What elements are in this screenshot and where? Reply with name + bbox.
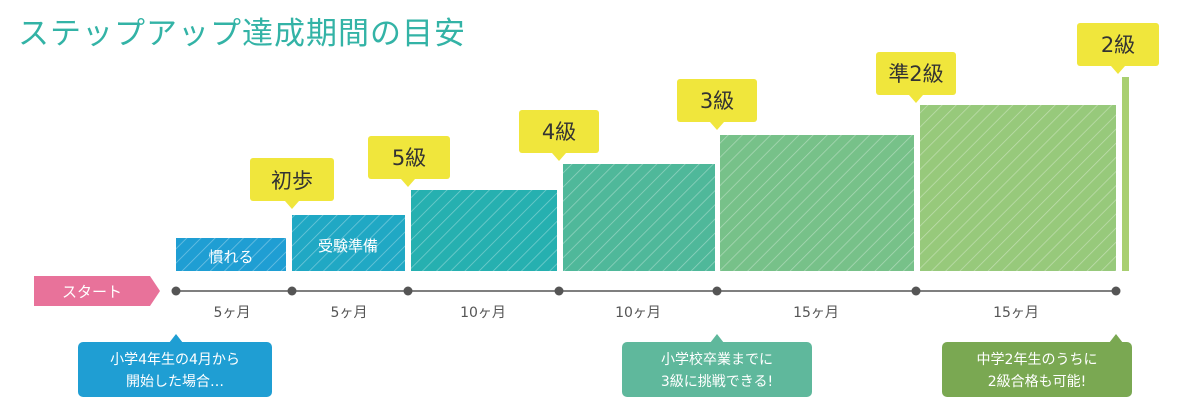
step-bar-5 [720,135,914,271]
duration-6: 15ヶ月 [993,305,1039,321]
step-bar-6 [920,105,1116,271]
duration-3: 10ヶ月 [460,305,506,321]
badge-jun2kyu: 準2級 [876,52,956,103]
note-3kyu-line1: 小学校卒業までに [661,351,773,368]
duration-5: 15ヶ月 [793,305,839,321]
note-start-line2: 開始した場合… [126,374,224,390]
badge-text-4kyu: 4級 [542,120,576,144]
badge-2kyu: 2級 [1077,23,1159,74]
start-tag: スタート [34,276,160,306]
timeline-node [1111,286,1121,296]
duration-1: 5ヶ月 [214,305,251,321]
timeline [171,286,1121,296]
timeline-node [171,286,181,296]
step-bar-4 [563,164,715,271]
step-bar-2: 受験準備 [292,215,405,271]
note-3kyu: 小学校卒業までに 3級に挑戦できる! [622,334,812,397]
badge-5kyu: 5級 [368,136,450,187]
badge-text-jun2kyu: 準2級 [888,62,943,86]
badge-shoho: 初歩 [250,158,334,209]
duration-4: 10ヶ月 [615,305,661,321]
timeline-node [712,286,722,296]
note-start-line1: 小学4年生の4月から [110,352,240,368]
step-bar-7 [1122,77,1129,271]
note-2kyu: 中学2年生のうちに 2級合格も可能! [942,334,1132,397]
badge-text-shoho: 初歩 [271,169,313,193]
badge-text-5kyu: 5級 [392,146,426,170]
start-label: スタート [62,283,122,301]
page-title: ステップアップ達成期間の目安 [18,16,466,52]
note-start: 小学4年生の4月から 開始した場合… [78,334,272,397]
note-2kyu-line2: 2級合格も可能! [988,374,1087,390]
badge-4kyu: 4級 [519,110,599,161]
timeline-node [403,286,413,296]
badge-3kyu: 3級 [677,79,757,130]
duration-2: 5ヶ月 [331,305,368,321]
note-3kyu-line2: 3級に挑戦できる! [661,374,773,390]
step-bar-1: 慣れる [176,238,286,271]
timeline-node [554,286,564,296]
note-2kyu-line1: 中学2年生のうちに [977,352,1098,368]
step-bar-3 [411,190,557,271]
timeline-node [287,286,297,296]
badge-text-2kyu: 2級 [1101,33,1135,57]
timeline-node [911,286,921,296]
badge-text-3kyu: 3級 [700,89,734,113]
step-label-2: 受験準備 [318,237,378,255]
step-label-1: 慣れる [208,248,253,266]
